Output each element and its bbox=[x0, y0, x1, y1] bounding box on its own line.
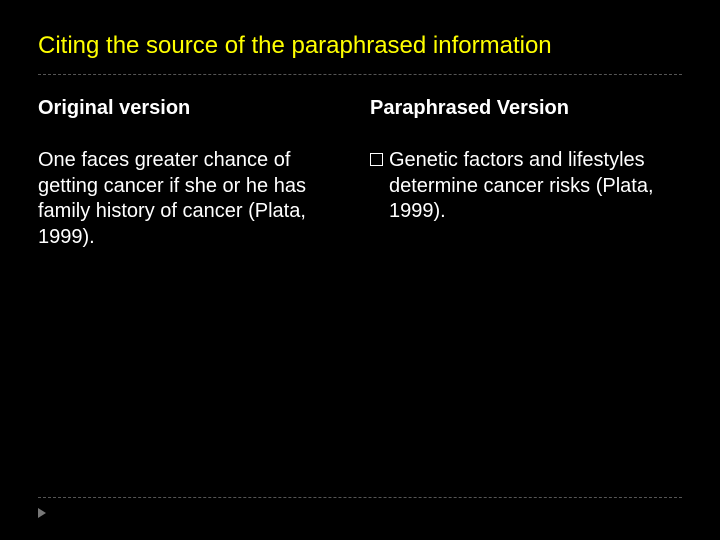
slide-title: Citing the source of the paraphrased inf… bbox=[38, 32, 682, 60]
column-left: Original version One faces greater chanc… bbox=[38, 97, 350, 250]
divider-bottom bbox=[38, 497, 682, 498]
slide: Citing the source of the paraphrased inf… bbox=[0, 0, 720, 540]
left-body: One faces greater chance of getting canc… bbox=[38, 148, 350, 250]
square-bullet-icon bbox=[370, 153, 383, 166]
right-body: Genetic factors and lifestyles determine… bbox=[389, 148, 682, 225]
corner-triangle-icon bbox=[38, 508, 46, 518]
columns: Original version One faces greater chanc… bbox=[38, 97, 682, 250]
right-heading: Paraphrased Version bbox=[370, 97, 682, 120]
divider-top bbox=[38, 74, 682, 75]
column-right: Paraphrased Version Genetic factors and … bbox=[370, 97, 682, 250]
right-bullet-item: Genetic factors and lifestyles determine… bbox=[370, 148, 682, 225]
left-heading: Original version bbox=[38, 97, 350, 120]
